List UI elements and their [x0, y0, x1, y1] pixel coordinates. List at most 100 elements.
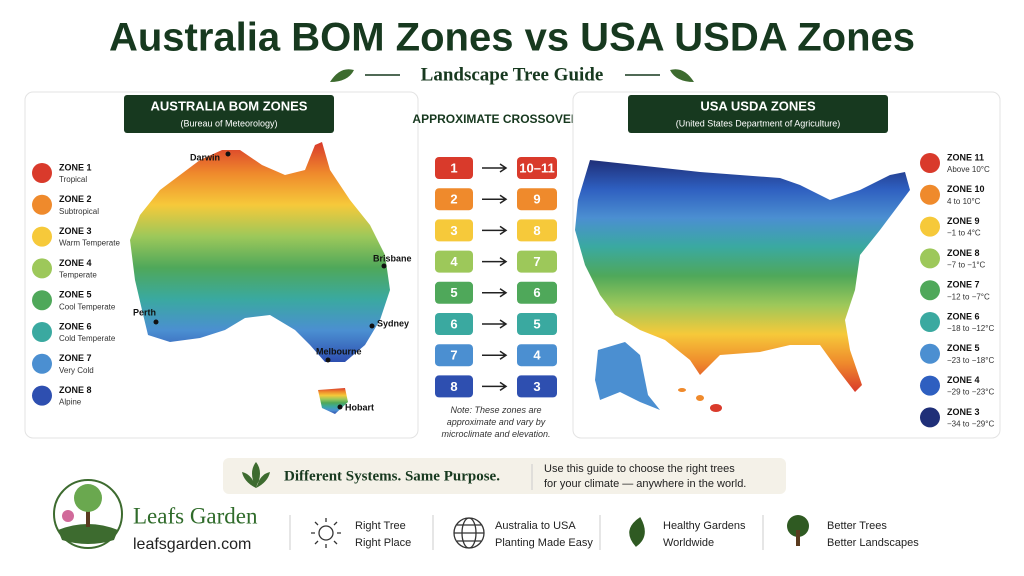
us-zone-number: 5	[533, 316, 540, 331]
city-label: Darwin	[190, 152, 220, 162]
zone-swatch	[32, 322, 52, 342]
logo	[53, 479, 123, 549]
subtitle-row: Landscape Tree Guide	[330, 64, 694, 85]
us-zone-box	[517, 219, 557, 242]
zone-name: ZONE 8	[59, 385, 92, 395]
zone-name: ZONE 1	[59, 162, 92, 172]
logo-hill	[58, 524, 118, 544]
feature-text: Healthy Gardens	[663, 520, 746, 532]
feature-text: Better Trees	[827, 520, 887, 532]
zone-name: ZONE 7	[947, 280, 980, 290]
zone-desc: Cool Temperate	[59, 302, 116, 311]
zone-name: ZONE 6	[59, 321, 92, 331]
features: Right Tree Right Place Australia to USA Pla…	[355, 520, 919, 549]
au-zone-box	[435, 250, 473, 273]
zone-name: ZONE 10	[947, 184, 985, 194]
globe-icon	[453, 517, 485, 549]
zone-desc: −12 to −7°C	[947, 292, 990, 301]
feature-text: Australia to USA	[495, 520, 576, 532]
zone-swatch	[920, 375, 940, 396]
zone-desc: 4 to 10°C	[947, 197, 981, 206]
zone-swatch	[920, 216, 940, 237]
zone-desc: Warm Temperate	[59, 239, 120, 248]
au-mainland	[130, 142, 390, 362]
zone-desc: −7 to −1°C	[947, 261, 986, 270]
us-zone-box	[517, 344, 557, 367]
zone-swatch	[920, 184, 940, 205]
logo-crown	[74, 484, 102, 512]
crossover-rows: 1 10–11 2 9 3 8 4 7 5 6 6 5 7 4 8 3	[435, 157, 557, 398]
zone-desc: Subtropical	[59, 207, 99, 216]
au-zone-box	[435, 157, 473, 179]
au-zone-number: 7	[450, 348, 457, 363]
zone-desc: Cold Temperate	[59, 334, 116, 343]
zone-name: ZONE 11	[947, 152, 984, 162]
au-heading: AUSTRALIA BOM ZONES	[151, 98, 308, 113]
banner-icon	[242, 462, 270, 488]
zone-name: ZONE 7	[59, 353, 92, 363]
au-legend: ZONE 1 Tropical ZONE 2 Subtropical ZONE 3 War…	[32, 162, 120, 407]
zone-name: ZONE 2	[59, 194, 92, 204]
banner-text: for your climate — anywhere in the world…	[544, 478, 746, 490]
us-mainland	[575, 160, 910, 392]
footer-dividers	[289, 515, 764, 550]
sun-icon	[311, 518, 341, 548]
banner-tagline: Different Systems. Same Purpose.	[284, 468, 500, 484]
city-dot	[369, 323, 375, 329]
au-zone-box	[435, 313, 473, 335]
us-zone-number: 3	[533, 379, 540, 394]
feature-text: Better Landscapes	[827, 537, 919, 549]
zone-name: ZONE 5	[947, 343, 980, 353]
arrow	[482, 381, 508, 392]
us-zone-box	[517, 157, 557, 179]
au-subheading: (Bureau of Meteorology)	[180, 118, 277, 128]
us-hawaii	[710, 404, 722, 412]
au-heading-box	[124, 95, 334, 133]
title: Australia BOM Zones vs USA USDA Zones	[109, 16, 915, 60]
brand: Leafs Garden	[133, 503, 258, 528]
footer-icons	[311, 515, 809, 549]
feature-text: Worldwide	[663, 537, 714, 549]
au-zone-number: 5	[450, 285, 457, 300]
au-zone-box	[435, 281, 473, 304]
zone-desc: −1 to 4°C	[947, 229, 981, 238]
us-hawaii	[678, 388, 686, 392]
city-dot	[225, 151, 231, 157]
zone-swatch	[32, 258, 52, 279]
au-zone-box	[435, 344, 473, 367]
us-heading-box	[628, 95, 888, 133]
us-zone-box	[517, 281, 557, 304]
au-zone-number: 2	[450, 192, 457, 207]
logo-trunk	[86, 505, 90, 527]
us-zone-box	[517, 188, 557, 211]
zone-swatch	[920, 407, 940, 428]
zone-swatch	[32, 385, 52, 406]
us-zone-number: 4	[533, 348, 541, 363]
zone-name: ZONE 3	[59, 226, 92, 236]
zone-swatch	[920, 153, 940, 173]
zone-desc: −29 to −23°C	[947, 388, 994, 397]
zone-swatch	[32, 194, 52, 215]
arrow	[482, 194, 508, 204]
arrow	[482, 225, 508, 236]
feature-text: Right Tree	[355, 520, 406, 532]
zone-name: ZONE 4	[59, 258, 92, 268]
au-zone-number: 4	[450, 254, 458, 269]
au-zone-box	[435, 375, 473, 398]
us-zone-box	[517, 375, 557, 398]
city-label: Sydney	[377, 318, 409, 328]
arrow	[482, 256, 508, 267]
zone-swatch	[920, 280, 940, 301]
banner-text: Use this guide to choose the right trees	[544, 463, 735, 475]
arrow	[482, 319, 508, 329]
zone-swatch	[920, 248, 940, 269]
feature-text: Right Place	[355, 537, 411, 549]
zone-swatch	[32, 290, 52, 311]
zone-name: ZONE 5	[59, 290, 92, 300]
zone-name: ZONE 9	[947, 216, 980, 226]
au-zone-number: 6	[450, 316, 457, 331]
zone-desc: Very Cold	[59, 366, 94, 375]
zone-swatch	[920, 312, 940, 332]
tree-icon	[787, 515, 809, 546]
